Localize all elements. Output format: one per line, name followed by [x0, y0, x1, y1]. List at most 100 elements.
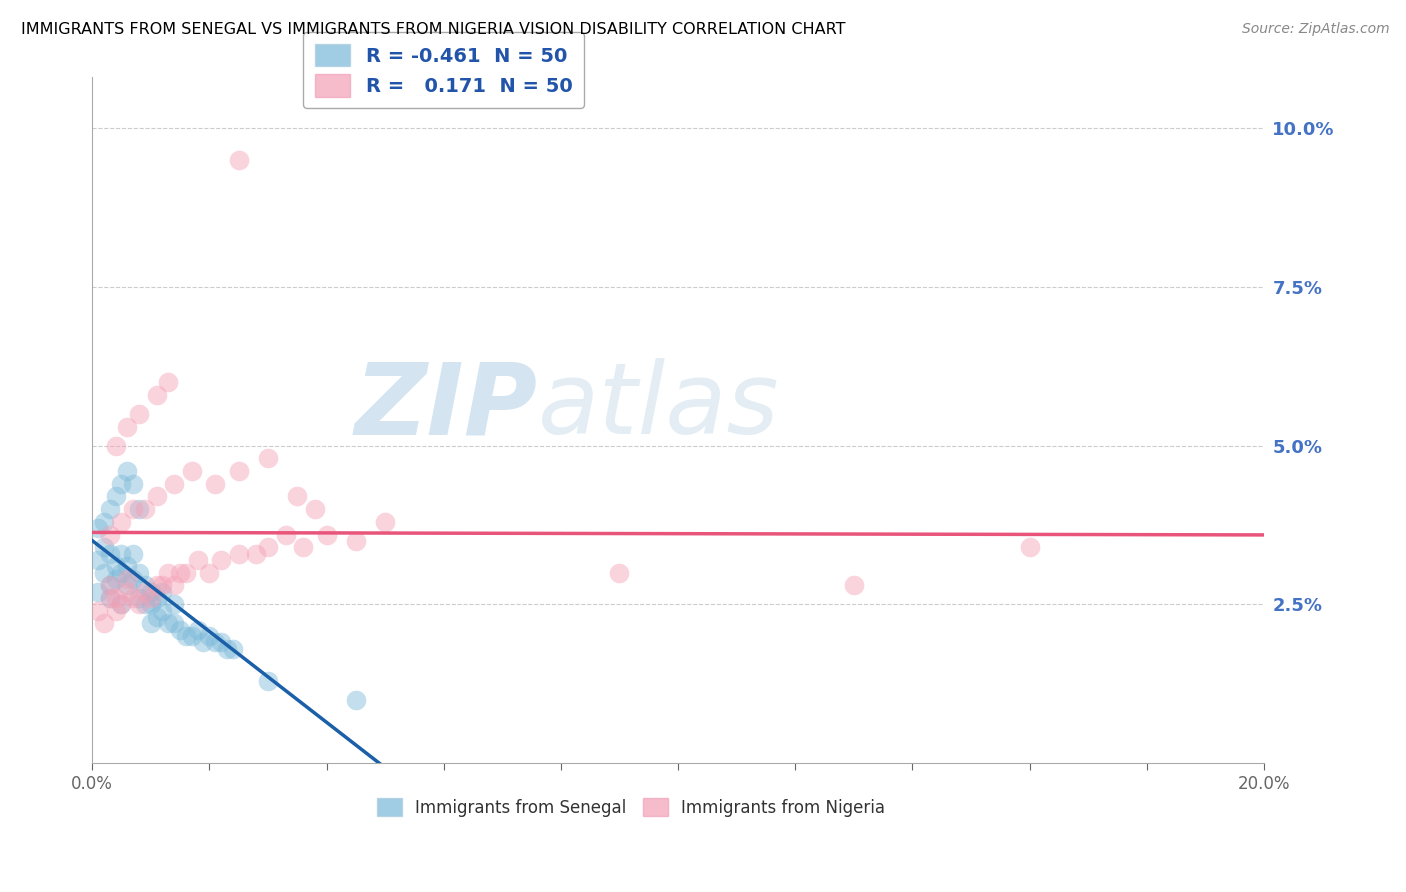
Point [157, 375, 180, 389]
Point [117, 578, 139, 592]
Point [122, 591, 145, 605]
Point [87, 521, 110, 535]
Point [1018, 541, 1040, 555]
Point [134, 502, 156, 516]
Point [87, 553, 110, 567]
Point [93, 541, 115, 555]
Point [98, 578, 121, 592]
Point [145, 578, 167, 592]
Point [122, 502, 145, 516]
Point [374, 515, 396, 529]
Point [110, 476, 132, 491]
Point [110, 547, 132, 561]
Point [157, 566, 180, 580]
Point [152, 584, 174, 599]
Text: ZIP: ZIP [354, 358, 537, 455]
Point [257, 451, 280, 466]
Point [257, 541, 280, 555]
Point [198, 566, 221, 580]
Point [139, 584, 162, 599]
Point [139, 616, 162, 631]
Point [122, 547, 145, 561]
Point [292, 541, 315, 555]
Point [104, 572, 127, 586]
Point [228, 153, 250, 167]
Point [134, 598, 156, 612]
Point [344, 533, 367, 548]
Point [285, 490, 308, 504]
Point [104, 591, 127, 605]
Point [163, 476, 186, 491]
Point [163, 578, 186, 592]
Point [128, 566, 150, 580]
Point [180, 629, 202, 643]
Point [134, 578, 156, 592]
Point [274, 527, 297, 541]
Point [245, 547, 267, 561]
Point [180, 464, 202, 478]
Point [134, 584, 156, 599]
Point [98, 547, 121, 561]
Point [110, 598, 132, 612]
Point [104, 559, 127, 574]
Point [163, 598, 186, 612]
Point [215, 641, 238, 656]
Point [128, 502, 150, 516]
Point [98, 527, 121, 541]
Point [174, 566, 197, 580]
Point [98, 502, 121, 516]
Point [98, 578, 121, 592]
Point [222, 641, 245, 656]
Point [93, 515, 115, 529]
Point [204, 476, 226, 491]
Point [315, 527, 337, 541]
Point [122, 476, 145, 491]
Point [228, 464, 250, 478]
Point [128, 407, 150, 421]
Point [139, 591, 162, 605]
Point [304, 502, 326, 516]
Point [169, 623, 191, 637]
Point [117, 419, 139, 434]
Text: IMMIGRANTS FROM SENEGAL VS IMMIGRANTS FROM NIGERIA VISION DISABILITY CORRELATION: IMMIGRANTS FROM SENEGAL VS IMMIGRANTS FR… [21, 22, 845, 37]
Point [198, 629, 221, 643]
Point [117, 572, 139, 586]
Point [174, 629, 197, 643]
Point [128, 591, 150, 605]
Point [87, 604, 110, 618]
Point [93, 566, 115, 580]
Point [117, 559, 139, 574]
Point [257, 673, 280, 688]
Point [139, 598, 162, 612]
Point [128, 598, 150, 612]
Point [209, 635, 232, 649]
Point [117, 464, 139, 478]
Point [145, 388, 167, 402]
Point [117, 584, 139, 599]
Point [98, 591, 121, 605]
Point [209, 553, 232, 567]
Point [87, 584, 110, 599]
Point [152, 578, 174, 592]
Point [193, 635, 215, 649]
Point [145, 591, 167, 605]
Point [344, 692, 367, 706]
Point [187, 553, 209, 567]
Point [104, 604, 127, 618]
Point [93, 616, 115, 631]
Point [842, 578, 865, 592]
Point [110, 515, 132, 529]
Point [157, 616, 180, 631]
Legend: Immigrants from Senegal, Immigrants from Nigeria: Immigrants from Senegal, Immigrants from… [370, 791, 893, 823]
Point [110, 566, 132, 580]
Point [104, 439, 127, 453]
Text: Source: ZipAtlas.com: Source: ZipAtlas.com [1241, 22, 1389, 37]
Point [204, 635, 226, 649]
Point [98, 591, 121, 605]
Text: atlas: atlas [537, 358, 779, 455]
Point [122, 572, 145, 586]
Point [187, 623, 209, 637]
Point [609, 566, 631, 580]
Point [152, 604, 174, 618]
Point [228, 547, 250, 561]
